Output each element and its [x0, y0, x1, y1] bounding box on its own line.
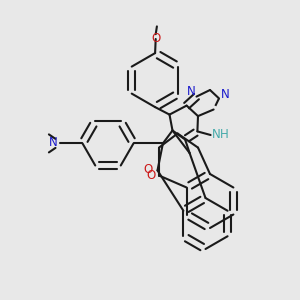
Text: O: O	[151, 32, 160, 45]
Text: N: N	[221, 88, 230, 101]
Text: O: O	[144, 163, 153, 176]
Text: O: O	[146, 169, 155, 182]
Text: N: N	[212, 128, 221, 141]
Text: N: N	[49, 136, 58, 149]
Text: N: N	[187, 85, 196, 98]
Text: H: H	[220, 128, 229, 141]
